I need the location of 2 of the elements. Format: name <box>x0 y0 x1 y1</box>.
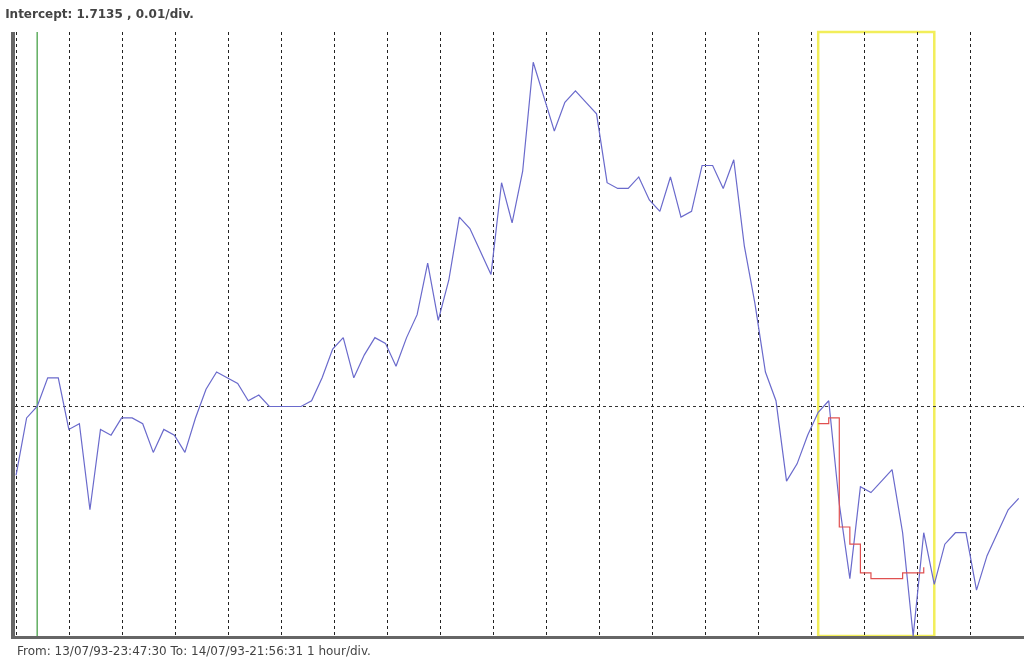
chart-title: Intercept: 1.7135 , 0.01/div. <box>5 7 194 22</box>
text: From: 13/07/93-23:47:30 To: 14/07/93-21:56:31 1 hour/div. <box>17 644 371 658</box>
